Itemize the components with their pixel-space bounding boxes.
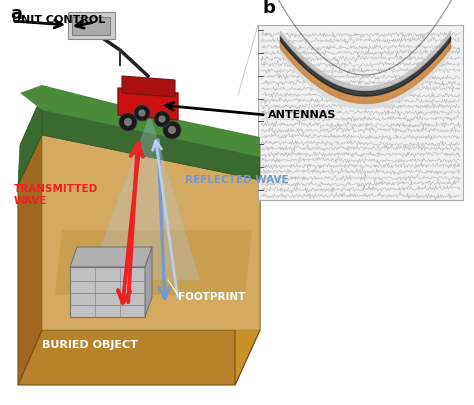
Polygon shape bbox=[145, 247, 152, 317]
Text: REFLECTED WAVE: REFLECTED WAVE bbox=[185, 175, 289, 185]
Polygon shape bbox=[88, 115, 200, 280]
Circle shape bbox=[138, 109, 146, 117]
Polygon shape bbox=[68, 12, 115, 39]
Text: a: a bbox=[10, 5, 22, 23]
Polygon shape bbox=[70, 267, 145, 317]
Polygon shape bbox=[55, 230, 252, 295]
Bar bbox=[258, 25, 463, 200]
Circle shape bbox=[154, 111, 170, 127]
Text: UNIT CONTROL: UNIT CONTROL bbox=[12, 15, 105, 25]
Polygon shape bbox=[42, 95, 260, 180]
Polygon shape bbox=[18, 330, 260, 385]
Polygon shape bbox=[18, 135, 42, 385]
Polygon shape bbox=[18, 95, 42, 185]
Text: FOOTPRINT: FOOTPRINT bbox=[178, 292, 246, 302]
Circle shape bbox=[124, 118, 132, 126]
Polygon shape bbox=[42, 135, 260, 330]
Circle shape bbox=[158, 115, 165, 123]
Polygon shape bbox=[70, 247, 152, 267]
Bar bbox=[72, 17, 110, 35]
Text: TRANSMITTED
WAVE: TRANSMITTED WAVE bbox=[14, 184, 98, 206]
Circle shape bbox=[163, 121, 181, 139]
Polygon shape bbox=[122, 76, 175, 97]
Circle shape bbox=[119, 113, 137, 131]
Text: BURIED OBJECT: BURIED OBJECT bbox=[42, 340, 138, 350]
Polygon shape bbox=[20, 85, 260, 157]
Text: b: b bbox=[263, 0, 276, 17]
Polygon shape bbox=[235, 180, 260, 385]
Polygon shape bbox=[118, 88, 178, 120]
Text: ANTENNAS: ANTENNAS bbox=[268, 110, 337, 120]
Circle shape bbox=[168, 126, 176, 134]
Circle shape bbox=[134, 105, 150, 121]
